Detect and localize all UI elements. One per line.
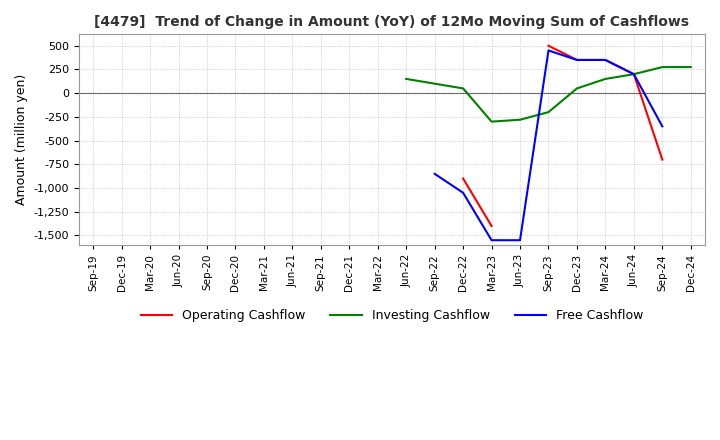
Free Cashflow xyxy=(658,124,667,129)
Operating Cashflow xyxy=(459,176,467,181)
Free Cashflow xyxy=(544,48,553,53)
Free Cashflow xyxy=(459,190,467,195)
Investing Cashflow xyxy=(572,86,581,91)
Investing Cashflow xyxy=(431,81,439,86)
Investing Cashflow xyxy=(402,76,410,81)
Investing Cashflow xyxy=(658,64,667,70)
Y-axis label: Amount (million yen): Amount (million yen) xyxy=(15,74,28,205)
Free Cashflow xyxy=(431,171,439,176)
Investing Cashflow xyxy=(516,117,524,122)
Investing Cashflow xyxy=(601,76,610,81)
Line: Operating Cashflow: Operating Cashflow xyxy=(463,179,492,226)
Legend: Operating Cashflow, Investing Cashflow, Free Cashflow: Operating Cashflow, Investing Cashflow, … xyxy=(135,304,648,327)
Free Cashflow xyxy=(516,238,524,243)
Investing Cashflow xyxy=(487,119,496,124)
Free Cashflow xyxy=(601,57,610,62)
Title: [4479]  Trend of Change in Amount (YoY) of 12Mo Moving Sum of Cashflows: [4479] Trend of Change in Amount (YoY) o… xyxy=(94,15,690,29)
Investing Cashflow xyxy=(629,72,638,77)
Line: Investing Cashflow: Investing Cashflow xyxy=(406,67,690,121)
Free Cashflow xyxy=(629,72,638,77)
Investing Cashflow xyxy=(459,86,467,91)
Free Cashflow xyxy=(572,57,581,62)
Free Cashflow xyxy=(487,238,496,243)
Investing Cashflow xyxy=(544,110,553,115)
Operating Cashflow xyxy=(487,224,496,229)
Line: Free Cashflow: Free Cashflow xyxy=(435,51,662,240)
Investing Cashflow xyxy=(686,64,695,70)
